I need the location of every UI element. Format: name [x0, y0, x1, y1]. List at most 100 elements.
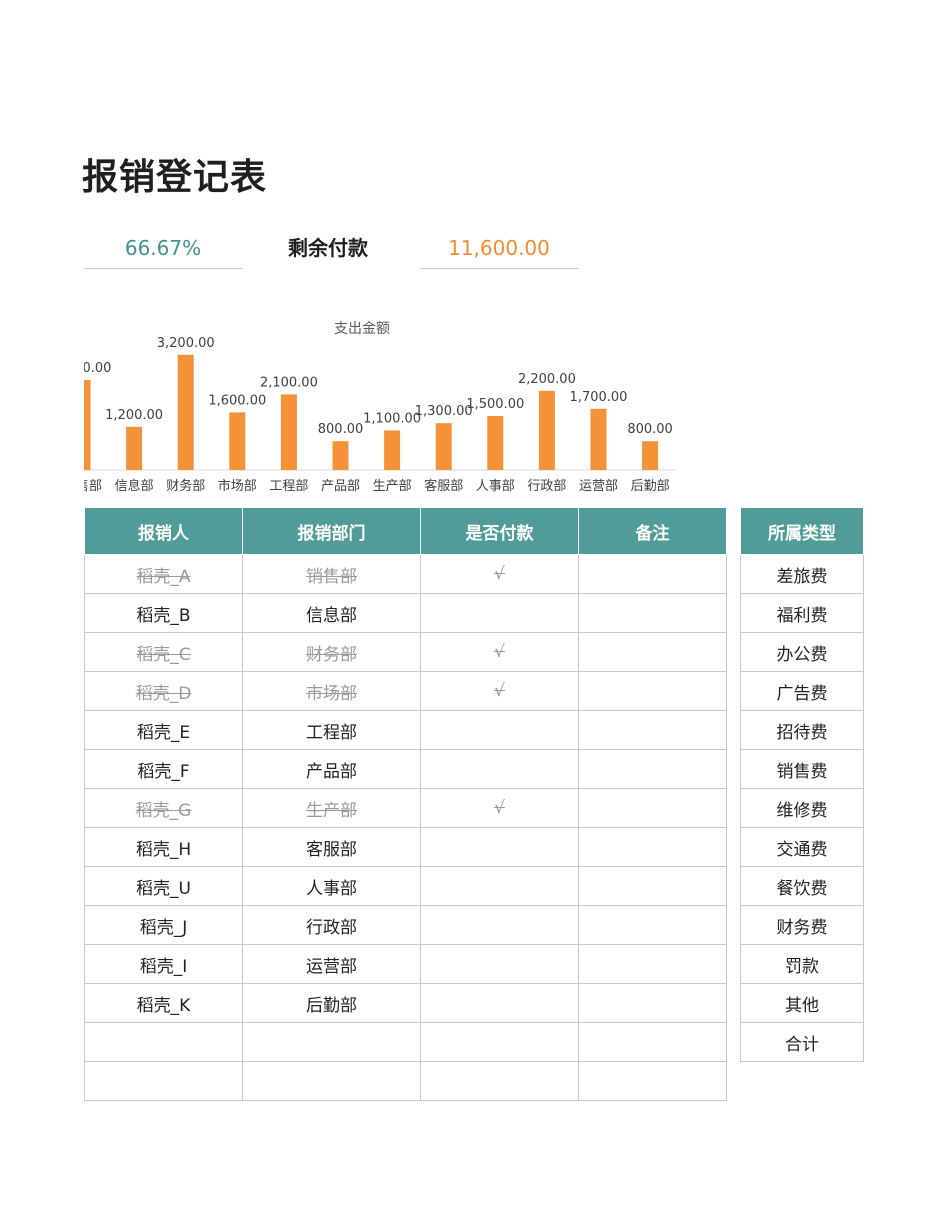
cell-person[interactable]: 稻壳_K	[84, 983, 243, 1023]
cell-dept[interactable]: 产品部	[242, 749, 421, 789]
table-row[interactable]: 稻壳_G 生产部 √	[84, 788, 727, 828]
cell-note[interactable]	[578, 1022, 727, 1062]
cell-paid[interactable]	[420, 749, 579, 789]
category-row[interactable]: 维修费	[740, 788, 864, 828]
cell-paid[interactable]	[420, 593, 579, 633]
category-cell[interactable]: 差旅费	[740, 554, 864, 594]
cell-person[interactable]: 稻壳_C	[84, 632, 243, 672]
category-row[interactable]: 其他	[740, 983, 864, 1023]
cell-dept[interactable]	[242, 1022, 421, 1062]
category-row[interactable]: 差旅费	[740, 554, 864, 594]
cell-person[interactable]: 稻壳_F	[84, 749, 243, 789]
cell-person[interactable]: 稻壳_B	[84, 593, 243, 633]
cell-dept[interactable]	[242, 1061, 421, 1101]
table-row[interactable]: 稻壳_F 产品部	[84, 749, 727, 789]
category-cell[interactable]: 交通费	[740, 827, 864, 867]
table-row[interactable]: 稻壳_C 财务部 √	[84, 632, 727, 672]
category-cell[interactable]: 财务费	[740, 905, 864, 945]
category-cell[interactable]: 其他	[740, 983, 864, 1023]
category-row[interactable]: 销售费	[740, 749, 864, 789]
cell-note[interactable]	[578, 866, 727, 906]
cell-note[interactable]	[578, 593, 727, 633]
cell-person[interactable]: 稻壳_A	[84, 554, 243, 594]
cell-person[interactable]: 稻壳_G	[84, 788, 243, 828]
table-row[interactable]: 稻壳_A 销售部 √	[84, 554, 727, 594]
category-cell[interactable]: 合计	[740, 1022, 864, 1062]
cell-paid[interactable]	[420, 905, 579, 945]
cell-paid[interactable]	[420, 827, 579, 867]
table-row[interactable]: 稻壳_H 客服部	[84, 827, 727, 867]
cell-paid[interactable]	[420, 866, 579, 906]
category-cell[interactable]: 销售费	[740, 749, 864, 789]
category-row[interactable]: 办公费	[740, 632, 864, 672]
bar-10	[590, 408, 607, 470]
cell-paid[interactable]	[420, 944, 579, 984]
cell-note[interactable]	[578, 632, 727, 672]
category-row[interactable]: 餐饮费	[740, 866, 864, 906]
table-row[interactable]	[84, 1061, 727, 1101]
cell-paid[interactable]: √	[420, 788, 579, 828]
category-cell[interactable]: 广告费	[740, 671, 864, 711]
category-row[interactable]: 交通费	[740, 827, 864, 867]
cell-note[interactable]	[578, 710, 727, 750]
cell-person[interactable]: 稻壳_U	[84, 866, 243, 906]
table-row[interactable]: 稻壳_B 信息部	[84, 593, 727, 633]
cell-person[interactable]: 稻壳_I	[84, 944, 243, 984]
table-row[interactable]: 稻壳_U 人事部	[84, 866, 727, 906]
cell-note[interactable]	[578, 944, 727, 984]
cell-note[interactable]	[578, 1061, 727, 1101]
cell-dept[interactable]: 运营部	[242, 944, 421, 984]
cell-person[interactable]	[84, 1022, 243, 1062]
paid-ratio-value: 66.67%	[84, 228, 242, 269]
cell-dept[interactable]: 后勤部	[242, 983, 421, 1023]
category-cell[interactable]: 办公费	[740, 632, 864, 672]
cell-dept[interactable]: 客服部	[242, 827, 421, 867]
cell-paid[interactable]: √	[420, 632, 579, 672]
table-row[interactable]: 稻壳_J 行政部	[84, 905, 727, 945]
category-row[interactable]: 财务费	[740, 905, 864, 945]
cell-paid[interactable]	[420, 710, 579, 750]
cell-paid[interactable]	[420, 1022, 579, 1062]
cell-paid[interactable]: √	[420, 671, 579, 711]
cell-person[interactable]	[84, 1061, 243, 1101]
category-cell[interactable]: 罚款	[740, 944, 864, 984]
cell-dept[interactable]: 销售部	[242, 554, 421, 594]
cell-person[interactable]: 稻壳_D	[84, 671, 243, 711]
category-cell[interactable]: 招待费	[740, 710, 864, 750]
table-row[interactable]: 稻壳_I 运营部	[84, 944, 727, 984]
category-row[interactable]: 福利费	[740, 593, 864, 633]
cell-dept[interactable]: 信息部	[242, 593, 421, 633]
cell-person[interactable]: 稻壳_E	[84, 710, 243, 750]
cell-paid[interactable]: √	[420, 554, 579, 594]
cell-dept[interactable]: 人事部	[242, 866, 421, 906]
cell-dept[interactable]: 行政部	[242, 905, 421, 945]
table-row[interactable]: 稻壳_D 市场部 √	[84, 671, 727, 711]
category-row[interactable]: 招待费	[740, 710, 864, 750]
cell-note[interactable]	[578, 905, 727, 945]
cell-paid[interactable]	[420, 983, 579, 1023]
cell-note[interactable]	[578, 671, 727, 711]
cell-dept[interactable]: 市场部	[242, 671, 421, 711]
cell-dept[interactable]: 财务部	[242, 632, 421, 672]
category-row[interactable]: 罚款	[740, 944, 864, 984]
category-row[interactable]: 广告费	[740, 671, 864, 711]
category-label-3: 市场部	[218, 478, 257, 494]
cell-note[interactable]	[578, 827, 727, 867]
cell-note[interactable]	[578, 749, 727, 789]
category-cell[interactable]: 餐饮费	[740, 866, 864, 906]
cell-note[interactable]	[578, 788, 727, 828]
cell-dept[interactable]: 生产部	[242, 788, 421, 828]
cell-person[interactable]: 稻壳_H	[84, 827, 243, 867]
data-label-6: 1,100.00	[363, 411, 421, 426]
category-cell[interactable]: 福利费	[740, 593, 864, 633]
cell-dept[interactable]: 工程部	[242, 710, 421, 750]
table-row[interactable]: 稻壳_E 工程部	[84, 710, 727, 750]
cell-paid[interactable]	[420, 1061, 579, 1101]
category-cell[interactable]: 维修费	[740, 788, 864, 828]
table-row[interactable]	[84, 1022, 727, 1062]
cell-note[interactable]	[578, 983, 727, 1023]
category-row[interactable]: 合计	[740, 1022, 864, 1062]
cell-note[interactable]	[578, 554, 727, 594]
table-row[interactable]: 稻壳_K 后勤部	[84, 983, 727, 1023]
cell-person[interactable]: 稻壳_J	[84, 905, 243, 945]
